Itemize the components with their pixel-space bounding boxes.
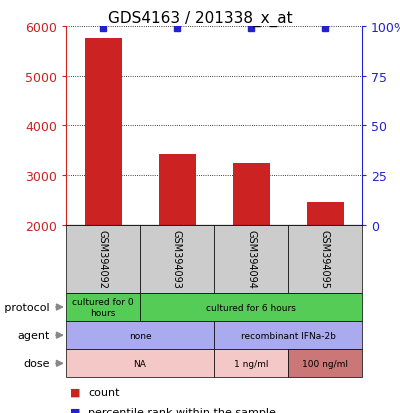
Text: growth protocol: growth protocol bbox=[0, 302, 50, 312]
Text: none: none bbox=[129, 331, 151, 340]
Text: cultured for 0
hours: cultured for 0 hours bbox=[72, 298, 134, 317]
Text: dose: dose bbox=[24, 358, 50, 368]
Text: ■: ■ bbox=[70, 407, 80, 413]
Bar bbox=[84, 39, 122, 225]
Text: GSM394093: GSM394093 bbox=[172, 230, 182, 289]
Bar bbox=[232, 163, 270, 225]
Text: GSM394095: GSM394095 bbox=[320, 230, 330, 289]
Text: ■: ■ bbox=[70, 387, 80, 397]
Text: 100 ng/ml: 100 ng/ml bbox=[302, 359, 348, 368]
Text: cultured for 6 hours: cultured for 6 hours bbox=[206, 303, 296, 312]
Text: recombinant IFNa-2b: recombinant IFNa-2b bbox=[240, 331, 336, 340]
Bar bbox=[306, 203, 344, 225]
Bar bbox=[158, 154, 196, 225]
Text: GDS4163 / 201338_x_at: GDS4163 / 201338_x_at bbox=[108, 10, 292, 26]
Text: 1 ng/ml: 1 ng/ml bbox=[234, 359, 268, 368]
Text: GSM394092: GSM394092 bbox=[98, 230, 108, 289]
Text: percentile rank within the sample: percentile rank within the sample bbox=[88, 407, 276, 413]
Text: count: count bbox=[88, 387, 120, 397]
Text: NA: NA bbox=[134, 359, 146, 368]
Text: GSM394094: GSM394094 bbox=[246, 230, 256, 289]
Text: agent: agent bbox=[18, 330, 50, 340]
